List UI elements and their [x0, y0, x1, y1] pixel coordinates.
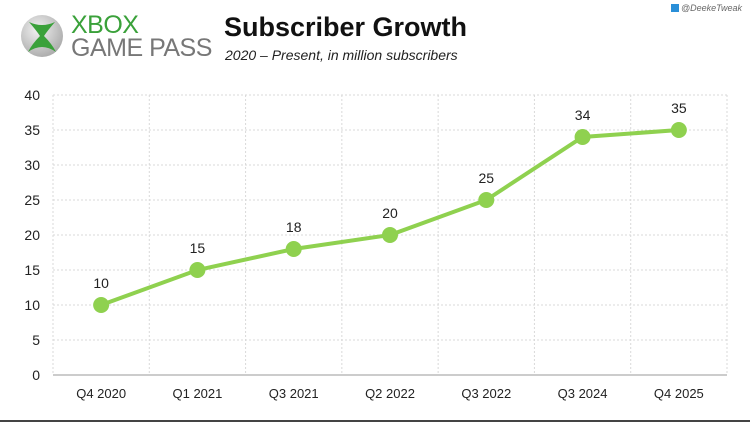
y-tick-label: 15 [24, 262, 40, 278]
data-point [285, 241, 302, 257]
data-label: 34 [575, 107, 591, 123]
data-label: 15 [190, 240, 206, 256]
data-point [574, 129, 591, 145]
chart-title: Subscriber Growth [224, 12, 468, 42]
data-label: 10 [93, 275, 109, 291]
data-label: 18 [286, 219, 302, 235]
x-tick-label: Q3 2021 [269, 386, 319, 401]
logo-text-game-pass: GAME PASS [71, 34, 212, 62]
data-point [670, 122, 687, 138]
y-tick-label: 5 [32, 332, 40, 348]
handle-text: @DeekeTweak [681, 3, 742, 13]
x-tick-label: Q3 2022 [461, 386, 511, 401]
x-tick-label: Q4 2020 [76, 386, 126, 401]
y-tick-label: 25 [24, 192, 40, 208]
twitter-handle: @DeekeTweak [671, 3, 742, 13]
data-point [189, 262, 206, 278]
y-tick-label: 40 [24, 87, 40, 103]
x-tick-label: Q2 2022 [365, 386, 415, 401]
data-label: 25 [478, 170, 494, 186]
data-point [382, 227, 398, 243]
x-tick-label: Q4 2025 [654, 386, 704, 401]
data-label: 20 [382, 205, 398, 221]
twitter-icon [671, 4, 679, 12]
bottom-border [0, 420, 750, 422]
y-tick-label: 0 [32, 367, 40, 383]
xbox-logo [21, 15, 63, 57]
y-tick-label: 20 [24, 227, 40, 243]
data-point [478, 192, 495, 208]
data-label: 35 [671, 100, 687, 116]
chart-subtitle: 2020 – Present, in million subscribers [225, 47, 458, 63]
y-tick-label: 35 [24, 122, 40, 138]
x-tick-label: Q3 2024 [558, 386, 608, 401]
y-tick-label: 10 [24, 297, 40, 313]
y-tick-label: 30 [24, 157, 40, 173]
x-tick-label: Q1 2021 [172, 386, 222, 401]
data-point [93, 297, 110, 313]
logo-text-xbox: XBOX [71, 11, 139, 39]
